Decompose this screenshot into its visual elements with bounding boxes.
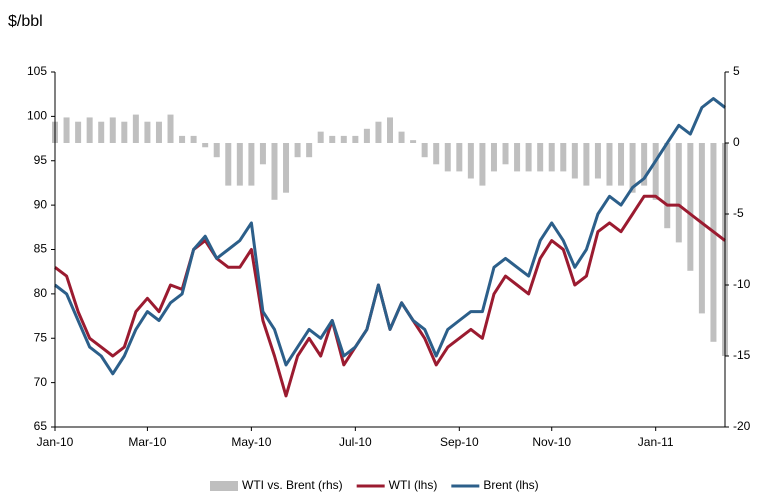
spread-bar xyxy=(352,135,359,143)
spread-bar xyxy=(306,143,313,158)
y-tick-label: 85 xyxy=(34,242,48,256)
spread-bar xyxy=(248,143,255,186)
legend-label: WTI vs. Brent (rhs) xyxy=(242,478,343,492)
spread-bar xyxy=(387,117,393,143)
spread-bar xyxy=(421,143,428,158)
spread-bar xyxy=(236,143,243,186)
spread-bar xyxy=(144,121,151,143)
spread-bar xyxy=(560,143,567,172)
spread-bar xyxy=(710,143,717,342)
spread-bar xyxy=(641,143,648,186)
spread-bar xyxy=(271,143,278,200)
y-tick-label: 105 xyxy=(27,64,47,78)
spread-bar xyxy=(202,143,209,148)
y2-tick-label: 0 xyxy=(733,135,740,149)
x-tick-label: Sep-10 xyxy=(440,435,479,449)
y-tick-label: 75 xyxy=(34,330,48,344)
spread-bar xyxy=(664,143,671,229)
y-tick-label: 90 xyxy=(34,197,48,211)
spread-bar xyxy=(155,121,162,143)
y-tick-label: 70 xyxy=(34,375,48,389)
x-tick-label: May-10 xyxy=(231,435,271,449)
spread-bar xyxy=(329,135,336,143)
spread-bar xyxy=(317,131,324,143)
spread-bar xyxy=(75,121,82,143)
x-tick-label: Mar-10 xyxy=(128,435,166,449)
y2-tick-label: -5 xyxy=(733,206,744,220)
spread-bar xyxy=(363,128,370,143)
spread-bar xyxy=(167,114,174,143)
legend-swatch xyxy=(210,481,238,491)
spread-bar xyxy=(652,143,659,200)
spread-bar xyxy=(629,143,636,193)
spread-bar xyxy=(490,143,497,172)
spread-bar xyxy=(283,143,290,193)
spread-bar xyxy=(537,143,544,172)
spread-bar xyxy=(444,143,451,172)
spread-bar xyxy=(109,117,116,143)
spread-bar xyxy=(179,135,186,143)
spread-bar xyxy=(375,121,382,143)
y2-tick-label: 5 xyxy=(733,64,740,78)
x-tick-label: Nov-10 xyxy=(532,435,571,449)
y-axis-unit: $/bbl xyxy=(8,13,43,30)
spread-bar xyxy=(456,143,463,172)
x-tick-label: Jan-10 xyxy=(37,435,74,449)
spread-bar xyxy=(433,143,440,165)
spread-bar xyxy=(548,143,555,172)
spread-bar xyxy=(259,143,266,165)
y-tick-label: 100 xyxy=(27,109,47,123)
spread-bar xyxy=(132,114,139,143)
spread-bar xyxy=(86,117,93,143)
spread-bar xyxy=(606,143,613,186)
spread-bar xyxy=(213,143,220,158)
spread-bar xyxy=(340,135,347,143)
y-tick-label: 65 xyxy=(34,419,48,433)
spread-bar xyxy=(121,121,128,143)
spread-bar xyxy=(687,143,694,271)
spread-bar xyxy=(675,143,682,243)
spread-bar xyxy=(398,131,405,143)
spread-bar xyxy=(502,143,509,165)
y-tick-label: 95 xyxy=(34,153,48,167)
spread-bar xyxy=(514,143,521,172)
spread-bar xyxy=(98,121,105,143)
spread-bar xyxy=(467,143,474,179)
spread-bar xyxy=(571,143,578,179)
legend-label: WTI (lhs) xyxy=(389,478,438,492)
spread-bar xyxy=(583,143,590,186)
spread-bar xyxy=(63,117,70,143)
y2-tick-label: -10 xyxy=(733,277,751,291)
y2-tick-label: -15 xyxy=(733,348,751,362)
x-tick-label: Jul-10 xyxy=(339,435,372,449)
spread-bar xyxy=(225,143,232,186)
spread-bar xyxy=(190,135,197,143)
spread-bar xyxy=(479,143,486,186)
price-line xyxy=(54,97,726,376)
spread-bar xyxy=(410,140,417,143)
x-tick-label: Jan-11 xyxy=(638,435,674,449)
y2-tick-label: -20 xyxy=(733,419,751,433)
spread-bar xyxy=(525,143,532,172)
legend-label: Brent (lhs) xyxy=(483,478,538,492)
spread-bar xyxy=(698,143,705,314)
spread-bar xyxy=(618,143,625,186)
spread-bar xyxy=(294,143,301,158)
y-tick-label: 80 xyxy=(34,286,48,300)
price-line xyxy=(54,194,726,398)
spread-bar xyxy=(594,143,601,179)
